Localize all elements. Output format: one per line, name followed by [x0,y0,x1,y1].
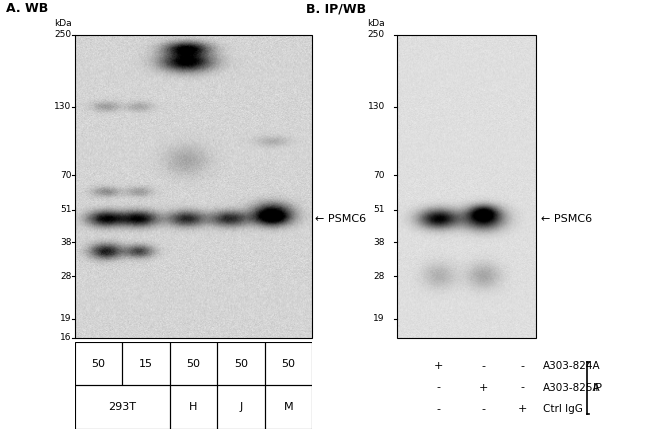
Text: 130: 130 [54,102,72,111]
Text: 15: 15 [139,359,153,369]
Text: -: - [436,382,441,393]
Text: A303-824A: A303-824A [543,361,601,371]
Bar [217,342,265,385]
Text: M: M [283,402,293,412]
Text: -: - [481,361,485,371]
Text: B. IP/WB: B. IP/WB [306,2,365,15]
Text: 16: 16 [60,333,72,342]
Text: Ctrl IgG: Ctrl IgG [543,404,582,414]
Text: 70: 70 [60,171,72,180]
Text: IP: IP [593,382,603,393]
Text: 19: 19 [373,314,385,323]
Bar [75,385,170,429]
Text: 250: 250 [55,30,72,39]
Text: +: + [478,382,488,393]
Bar [122,342,170,385]
Bar [170,385,217,429]
Text: kDa: kDa [54,19,72,28]
Text: A. WB: A. WB [6,2,49,15]
Text: 38: 38 [373,238,385,247]
Text: 51: 51 [60,205,72,214]
Bar [217,385,265,429]
Text: A303-825A: A303-825A [543,382,601,393]
Text: -: - [520,361,525,371]
Text: ← PSMC6: ← PSMC6 [315,214,367,224]
Text: 50: 50 [92,359,105,369]
Text: ← PSMC6: ← PSMC6 [541,214,593,224]
Text: 293T: 293T [108,402,136,412]
Text: -: - [520,382,525,393]
Text: 38: 38 [60,238,72,247]
Text: 50: 50 [234,359,248,369]
Text: 250: 250 [368,30,385,39]
Text: 51: 51 [373,205,385,214]
Bar [170,342,217,385]
Text: J: J [239,402,242,412]
Text: +: + [434,361,443,371]
Text: 28: 28 [60,271,72,281]
Bar [265,342,312,385]
Text: 50: 50 [281,359,295,369]
Bar [265,385,312,429]
Text: -: - [436,404,441,414]
Bar [75,342,122,385]
Text: kDa: kDa [367,19,385,28]
Text: 28: 28 [373,271,385,281]
Text: 50: 50 [187,359,200,369]
Text: 130: 130 [367,102,385,111]
Text: -: - [481,404,485,414]
Text: +: + [517,404,527,414]
Text: 70: 70 [373,171,385,180]
Text: H: H [189,402,198,412]
Text: 19: 19 [60,314,72,323]
